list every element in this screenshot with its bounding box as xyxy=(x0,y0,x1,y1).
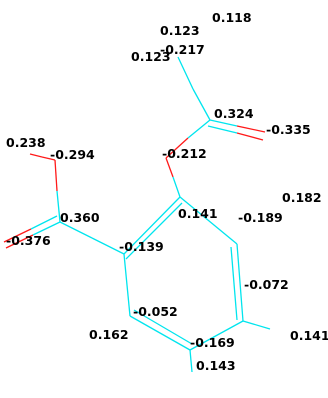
bond-carboxyl-o-double xyxy=(30,215,58,230)
charge-label-oh-h: 0.238 xyxy=(6,135,46,150)
bond-ring xyxy=(179,196,238,245)
charge-label-r6: -0.139 xyxy=(119,239,164,254)
charge-label-me-h3: 0.118 xyxy=(212,10,252,25)
bond-ring xyxy=(123,253,131,317)
bond-ester-o-ring xyxy=(165,157,174,178)
bond-methyl-carbonyl xyxy=(192,88,211,121)
bond-hydroxyl-carboxyl xyxy=(56,190,61,223)
bond-hydroxyl-h xyxy=(41,156,56,161)
bond-ring xyxy=(129,315,191,351)
bond-layer xyxy=(3,56,271,373)
charge-label-oh-o: -0.294 xyxy=(50,147,95,162)
bond-ester-o-ring xyxy=(172,176,181,198)
bond-ring-h xyxy=(189,349,193,373)
charge-label-ac-o: -0.335 xyxy=(266,122,311,137)
bond-carbonyl-o-double xyxy=(236,132,264,141)
bond-carboxyl-o xyxy=(5,234,34,249)
bond-carbonyl-ester-o xyxy=(165,137,189,159)
bond-carbonyl-o xyxy=(209,119,238,127)
charge-label-r1: 0.141 xyxy=(178,206,218,221)
bond-ring xyxy=(189,320,244,351)
charge-label-h-r5: 0.162 xyxy=(89,327,129,342)
bond-carbonyl-ester-o xyxy=(187,119,211,139)
bond-methyl-carbonyl xyxy=(177,56,194,90)
charge-label-h-r3: 0.141 xyxy=(290,328,328,343)
bond-ring xyxy=(236,243,244,322)
bond-ring-double xyxy=(133,309,193,345)
charge-label-co-c: 0.360 xyxy=(60,210,100,225)
charge-label-r5: -0.052 xyxy=(133,304,178,319)
bond-carboxyl-ring xyxy=(91,237,125,255)
bond-carboxyl-o-double xyxy=(3,228,32,243)
bond-ring-h xyxy=(242,320,271,330)
charge-label-co-o: -0.376 xyxy=(6,233,51,248)
bond-hydroxyl-carboxyl xyxy=(54,159,58,192)
bond-carboxyl-o xyxy=(32,221,61,236)
bond-carbonyl-o-double xyxy=(207,125,238,134)
charge-label-h-r2: 0.182 xyxy=(282,190,322,205)
charge-label-layer: -0.2170.1230.1230.1180.324-0.335-0.2120.… xyxy=(6,10,328,373)
charge-label-r2: -0.189 xyxy=(238,210,283,225)
charge-label-r3: -0.072 xyxy=(244,277,289,292)
charge-label-me-h2: 0.123 xyxy=(160,23,200,38)
bond-ring xyxy=(123,196,181,255)
charge-label-me-c: -0.217 xyxy=(160,42,205,57)
bond-ring-double xyxy=(230,246,238,321)
charge-label-me-h1: 0.123 xyxy=(131,49,171,64)
bond-hydroxyl-h xyxy=(29,153,43,158)
bond-carbonyl-o xyxy=(236,125,266,133)
bond-carboxyl-ring xyxy=(59,221,93,239)
charge-label-es-o: -0.212 xyxy=(162,146,207,161)
charge-label-r4: -0.169 xyxy=(190,335,235,350)
charge-label-h-r4: 0.143 xyxy=(196,358,236,373)
charge-label-ac-c: 0.324 xyxy=(214,106,254,121)
bond-ring-double xyxy=(125,202,183,260)
